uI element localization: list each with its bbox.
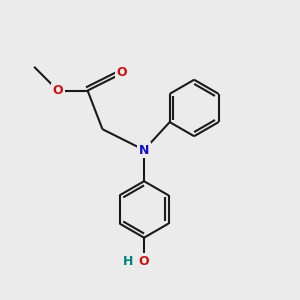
Text: O: O (139, 255, 149, 268)
Text: O: O (116, 66, 127, 79)
Text: N: N (139, 143, 149, 157)
Text: O: O (52, 84, 63, 97)
Text: H: H (122, 255, 133, 268)
